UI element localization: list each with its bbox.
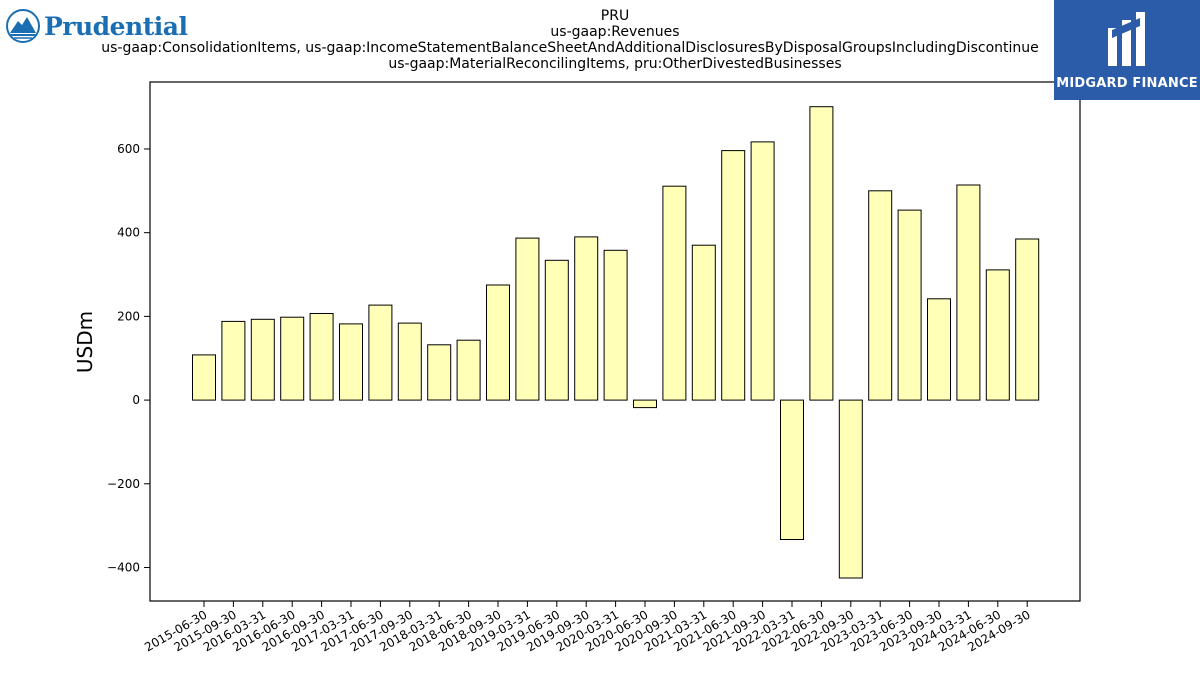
bar	[721, 150, 746, 401]
bar	[603, 249, 628, 401]
bar	[956, 184, 981, 401]
bar	[662, 185, 687, 401]
bar	[691, 244, 716, 401]
bar	[838, 399, 863, 579]
y-tick-label: 0	[132, 393, 140, 407]
bar	[427, 344, 452, 401]
y-tick-label: 400	[117, 226, 140, 240]
bar	[780, 399, 804, 540]
midgard-mark-icon	[1102, 8, 1152, 74]
chart-title: PRU us-gaap:Revenues us-gaap:Consolidati…	[101, 8, 1039, 72]
bar	[397, 322, 422, 401]
title-line-4: us-gaap:MaterialReconcilingItems, pru:Ot…	[388, 56, 841, 72]
title-line-2: us-gaap:Revenues	[550, 24, 679, 40]
bar	[368, 304, 393, 401]
bar	[985, 269, 1010, 401]
bar	[515, 237, 540, 401]
title-line-3: us-gaap:ConsolidationItems, us-gaap:Inco…	[101, 40, 1039, 56]
bar	[868, 190, 893, 401]
bar	[339, 323, 363, 401]
title-line-1: PRU	[601, 8, 629, 24]
plot-area: −400−20002004006002015-06-302015-09-3020…	[107, 81, 1081, 654]
prudential-logo: Prudential	[6, 6, 188, 46]
rock-icon	[6, 9, 40, 43]
midgard-finance-name: MIDGARD FINANCE	[1056, 76, 1198, 91]
prudential-logo-text: Prudential	[44, 11, 188, 41]
bar	[927, 298, 951, 401]
bar	[574, 236, 599, 401]
y-axis-label: USDm	[73, 311, 97, 373]
y-tick-label: 600	[117, 142, 140, 156]
bar	[456, 339, 481, 401]
bar	[1015, 238, 1040, 401]
y-tick-label: −200	[107, 477, 140, 491]
y-tick-label: 200	[117, 309, 140, 323]
bar	[750, 141, 775, 401]
axes-frame	[149, 81, 1081, 602]
bar	[221, 320, 246, 401]
bar	[250, 318, 275, 401]
bar	[280, 316, 305, 401]
bar	[633, 399, 657, 409]
y-tick-label: −400	[107, 561, 140, 575]
bar	[309, 313, 334, 401]
bar	[809, 106, 834, 401]
bar	[192, 354, 216, 401]
bar	[897, 209, 922, 401]
bar	[544, 259, 569, 401]
midgard-finance-logo: MIDGARD FINANCE	[1054, 0, 1200, 100]
bar	[486, 284, 510, 401]
